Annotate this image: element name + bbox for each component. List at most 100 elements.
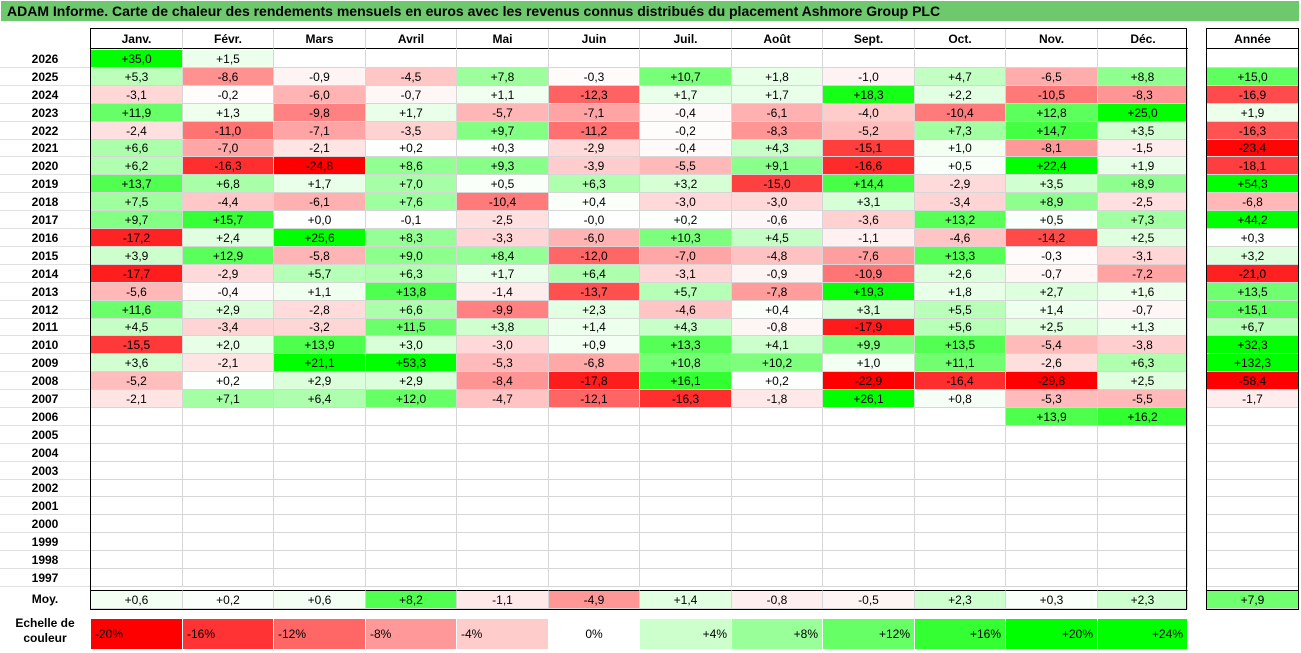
year-label: 2024 bbox=[0, 86, 90, 104]
heatmap-cell: -16,4 bbox=[915, 372, 1006, 390]
heatmap-cell bbox=[183, 551, 274, 569]
heatmap-cell bbox=[732, 50, 823, 68]
heatmap-cell: -15,1 bbox=[823, 140, 915, 157]
heatmap-cell: -0,7 bbox=[1006, 265, 1098, 283]
heatmap-cell: +2,9 bbox=[274, 372, 366, 390]
heatmap-cell bbox=[549, 50, 640, 68]
heatmap-cell: -0,7 bbox=[1098, 301, 1188, 319]
legend-swatch: +8% bbox=[732, 619, 822, 649]
heatmap-cell bbox=[274, 533, 366, 551]
heatmap-cell bbox=[274, 569, 366, 587]
heatmap-cell bbox=[732, 497, 823, 515]
heatmap-cell: -6,5 bbox=[1006, 68, 1098, 86]
heatmap-cell: -6,1 bbox=[274, 193, 366, 211]
heatmap-cell bbox=[457, 426, 549, 444]
month-header: Août bbox=[732, 29, 823, 49]
heatmap-cell: -8,6 bbox=[183, 68, 274, 86]
heatmap-cell bbox=[1006, 497, 1098, 515]
month-header: Juil. bbox=[640, 29, 732, 49]
heatmap-cell: -5,4 bbox=[1006, 336, 1098, 354]
heatmap-cell: +9,3 bbox=[457, 157, 549, 175]
heatmap-cell bbox=[549, 533, 640, 551]
heatmap-cell: +13,8 bbox=[366, 283, 457, 301]
year-label: 2017 bbox=[0, 211, 90, 229]
heatmap-cell: +5,7 bbox=[274, 265, 366, 283]
heatmap-cell: -2,9 bbox=[183, 265, 274, 283]
annual-cell: -23,4 bbox=[1207, 140, 1298, 157]
heatmap-cell: -0,3 bbox=[549, 68, 640, 86]
heatmap-cell bbox=[915, 480, 1006, 497]
heatmap-cell bbox=[1006, 551, 1098, 569]
heatmap-cell: +1,7 bbox=[274, 175, 366, 193]
average-annual-cell: +7,9 bbox=[1207, 590, 1298, 609]
year-label: 2013 bbox=[0, 283, 90, 301]
heatmap-cell: +2,3 bbox=[549, 301, 640, 319]
year-label: 2016 bbox=[0, 229, 90, 247]
heatmap-cell: +2,5 bbox=[1006, 319, 1098, 336]
heatmap-cell bbox=[640, 569, 732, 587]
heatmap-cell: -7,0 bbox=[183, 140, 274, 157]
heatmap-cell: -0,8 bbox=[732, 319, 823, 336]
heatmap-cell bbox=[91, 408, 183, 426]
heatmap-cell bbox=[366, 426, 457, 444]
heatmap-cell: -12,3 bbox=[549, 86, 640, 104]
heatmap-cell bbox=[183, 569, 274, 587]
heatmap-cell: -3,0 bbox=[732, 193, 823, 211]
heatmap-cell bbox=[1098, 426, 1188, 444]
heatmap-cell: +13,9 bbox=[274, 336, 366, 354]
heatmap-cell: +1,8 bbox=[915, 283, 1006, 301]
heatmap-cell: -1,0 bbox=[823, 68, 915, 86]
heatmap-cell bbox=[91, 444, 183, 462]
heatmap-cell: +7,6 bbox=[366, 193, 457, 211]
legend-swatch: +20% bbox=[1006, 619, 1097, 649]
legend-swatch: -16% bbox=[183, 619, 273, 649]
heatmap-cell bbox=[732, 533, 823, 551]
heatmap-cell: +2,5 bbox=[1098, 372, 1188, 390]
heatmap-cell bbox=[732, 515, 823, 533]
heatmap-cell bbox=[457, 444, 549, 462]
annual-cell: -21,0 bbox=[1207, 265, 1298, 283]
heatmap-cell bbox=[457, 551, 549, 569]
heatmap-cell: +0,4 bbox=[732, 301, 823, 319]
annual-cell: +15,1 bbox=[1207, 301, 1298, 319]
heatmap-cell bbox=[915, 462, 1006, 480]
heatmap-cell: -3,1 bbox=[91, 86, 183, 104]
heatmap-cell bbox=[91, 569, 183, 587]
annual-cell: +13,5 bbox=[1207, 283, 1298, 301]
heatmap-cell: +6,8 bbox=[183, 175, 274, 193]
heatmap-cell bbox=[823, 497, 915, 515]
heatmap-cell: +10,7 bbox=[640, 68, 732, 86]
heatmap-cell: -2,8 bbox=[274, 301, 366, 319]
heatmap-cell bbox=[457, 408, 549, 426]
heatmap-cell bbox=[457, 497, 549, 515]
heatmap-cell: -24,8 bbox=[274, 157, 366, 175]
heatmap-cell: +3,9 bbox=[91, 247, 183, 265]
year-label: 2007 bbox=[0, 390, 90, 408]
heatmap-cell bbox=[366, 515, 457, 533]
heatmap-cell: +4,3 bbox=[640, 319, 732, 336]
year-label: 2003 bbox=[0, 462, 90, 480]
heatmap-cell: -5,5 bbox=[640, 157, 732, 175]
heatmap-cell: -3,5 bbox=[366, 122, 457, 140]
heatmap-cell: +2,9 bbox=[183, 301, 274, 319]
heatmap-cell bbox=[1006, 480, 1098, 497]
heatmap-cell: -3,3 bbox=[457, 229, 549, 247]
heatmap-cell bbox=[732, 426, 823, 444]
heatmap-cell: +22,4 bbox=[1006, 157, 1098, 175]
heatmap-cell: +1,3 bbox=[183, 104, 274, 122]
heatmap-cell: +11,5 bbox=[366, 319, 457, 336]
annual-cell: +0,3 bbox=[1207, 229, 1298, 247]
heatmap-cell bbox=[549, 551, 640, 569]
average-cell: -1,1 bbox=[457, 590, 549, 609]
heatmap-cell bbox=[823, 50, 915, 68]
heatmap-cell: -1,5 bbox=[1098, 140, 1188, 157]
heatmap-cell bbox=[1006, 444, 1098, 462]
month-header: Janv. bbox=[91, 29, 183, 49]
heatmap-cell bbox=[1006, 462, 1098, 480]
heatmap-cell: +7,3 bbox=[915, 122, 1006, 140]
heatmap-cell bbox=[183, 515, 274, 533]
heatmap-cell: +11,6 bbox=[91, 301, 183, 319]
heatmap-cell: -8,3 bbox=[732, 122, 823, 140]
heatmap-cell bbox=[183, 462, 274, 480]
heatmap-cell bbox=[1006, 569, 1098, 587]
